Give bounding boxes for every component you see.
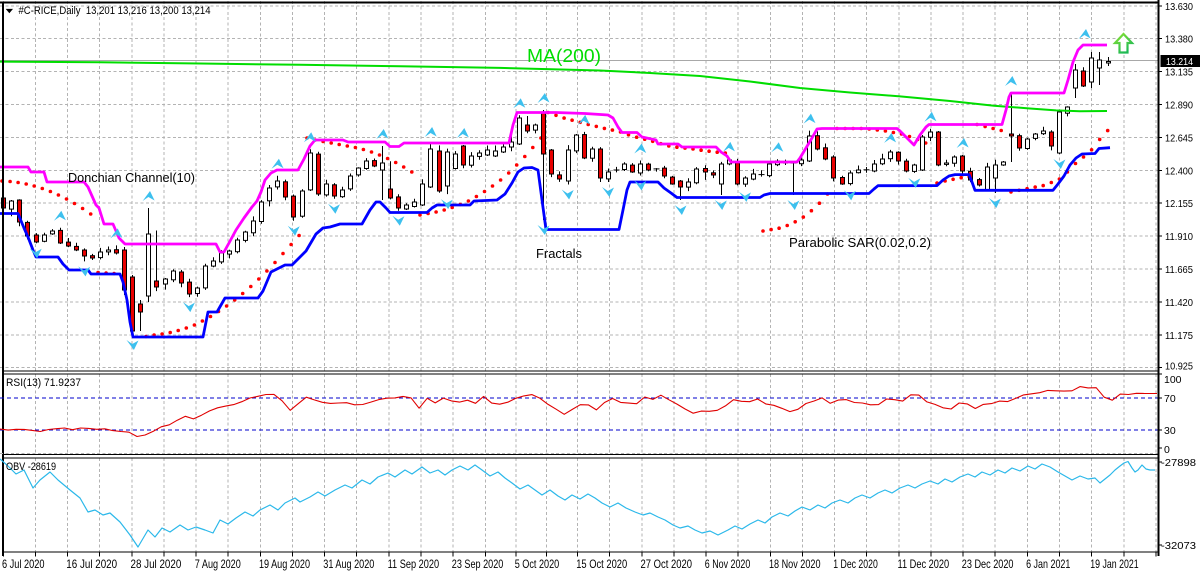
svg-text:-27898: -27898: [1161, 457, 1196, 469]
svg-text:27 Oct 2020: 27 Oct 2020: [641, 557, 693, 571]
svg-text:12.645: 12.645: [1165, 132, 1193, 144]
svg-text:18 Nov 2020: 18 Nov 2020: [769, 557, 821, 571]
svg-text:15 Oct 2020: 15 Oct 2020: [576, 557, 627, 571]
svg-text:16 Jul 2020: 16 Jul 2020: [66, 557, 117, 571]
svg-text:30: 30: [1164, 425, 1176, 437]
svg-text:Donchian Channel(10): Donchian Channel(10): [68, 170, 195, 185]
svg-text:6 Nov 2020: 6 Nov 2020: [705, 557, 751, 571]
svg-text:12.400: 12.400: [1165, 165, 1193, 177]
svg-text:OBV -28619: OBV -28619: [6, 461, 56, 473]
svg-text:11 Sep 2020: 11 Sep 2020: [388, 557, 440, 571]
svg-text:23 Sep 2020: 23 Sep 2020: [452, 557, 504, 571]
svg-text:12.890: 12.890: [1165, 100, 1193, 112]
svg-text:MA(200): MA(200): [527, 46, 601, 66]
svg-text:-32073: -32073: [1161, 540, 1196, 552]
svg-text:19 Aug 2020: 19 Aug 2020: [259, 557, 310, 571]
svg-text:6 Jan 2021: 6 Jan 2021: [1026, 557, 1071, 571]
svg-text:23 Dec 2020: 23 Dec 2020: [962, 557, 1014, 571]
svg-text:13.214: 13.214: [1166, 56, 1193, 68]
svg-text:6 Jul 2020: 6 Jul 2020: [2, 557, 45, 571]
svg-text:RSI(13) 71.9237: RSI(13) 71.9237: [6, 377, 81, 389]
svg-text:11.665: 11.665: [1165, 264, 1193, 276]
svg-text:11.175: 11.175: [1165, 330, 1193, 342]
svg-text:11.910: 11.910: [1165, 231, 1193, 243]
svg-text:28 Jul 2020: 28 Jul 2020: [131, 557, 182, 571]
svg-text:7 Aug 2020: 7 Aug 2020: [195, 557, 241, 571]
svg-text:Parabolic SAR(0.02,0.2): Parabolic SAR(0.02,0.2): [789, 235, 931, 250]
svg-text:31 Aug 2020: 31 Aug 2020: [323, 557, 374, 571]
svg-text:1 Dec 2020: 1 Dec 2020: [833, 557, 878, 571]
svg-text:0: 0: [1164, 444, 1170, 456]
svg-text:70: 70: [1164, 393, 1176, 405]
svg-text:12.155: 12.155: [1165, 198, 1193, 210]
svg-text:100: 100: [1164, 374, 1182, 386]
svg-text:11 Dec 2020: 11 Dec 2020: [898, 557, 950, 571]
svg-text:19 Jan 2021: 19 Jan 2021: [1090, 557, 1139, 571]
svg-text:10.925: 10.925: [1165, 361, 1193, 373]
svg-text:11.420: 11.420: [1165, 297, 1193, 309]
svg-text:#C-RICE,Daily 13,201 13,216 1: #C-RICE,Daily 13,201 13,216 13,200 13,21…: [19, 5, 211, 17]
svg-text:13.630: 13.630: [1165, 1, 1193, 13]
svg-text:Fractals: Fractals: [536, 247, 582, 261]
svg-text:5 Oct 2020: 5 Oct 2020: [515, 557, 560, 571]
svg-text:13.380: 13.380: [1165, 34, 1193, 46]
svg-text:13.135: 13.135: [1165, 67, 1193, 79]
